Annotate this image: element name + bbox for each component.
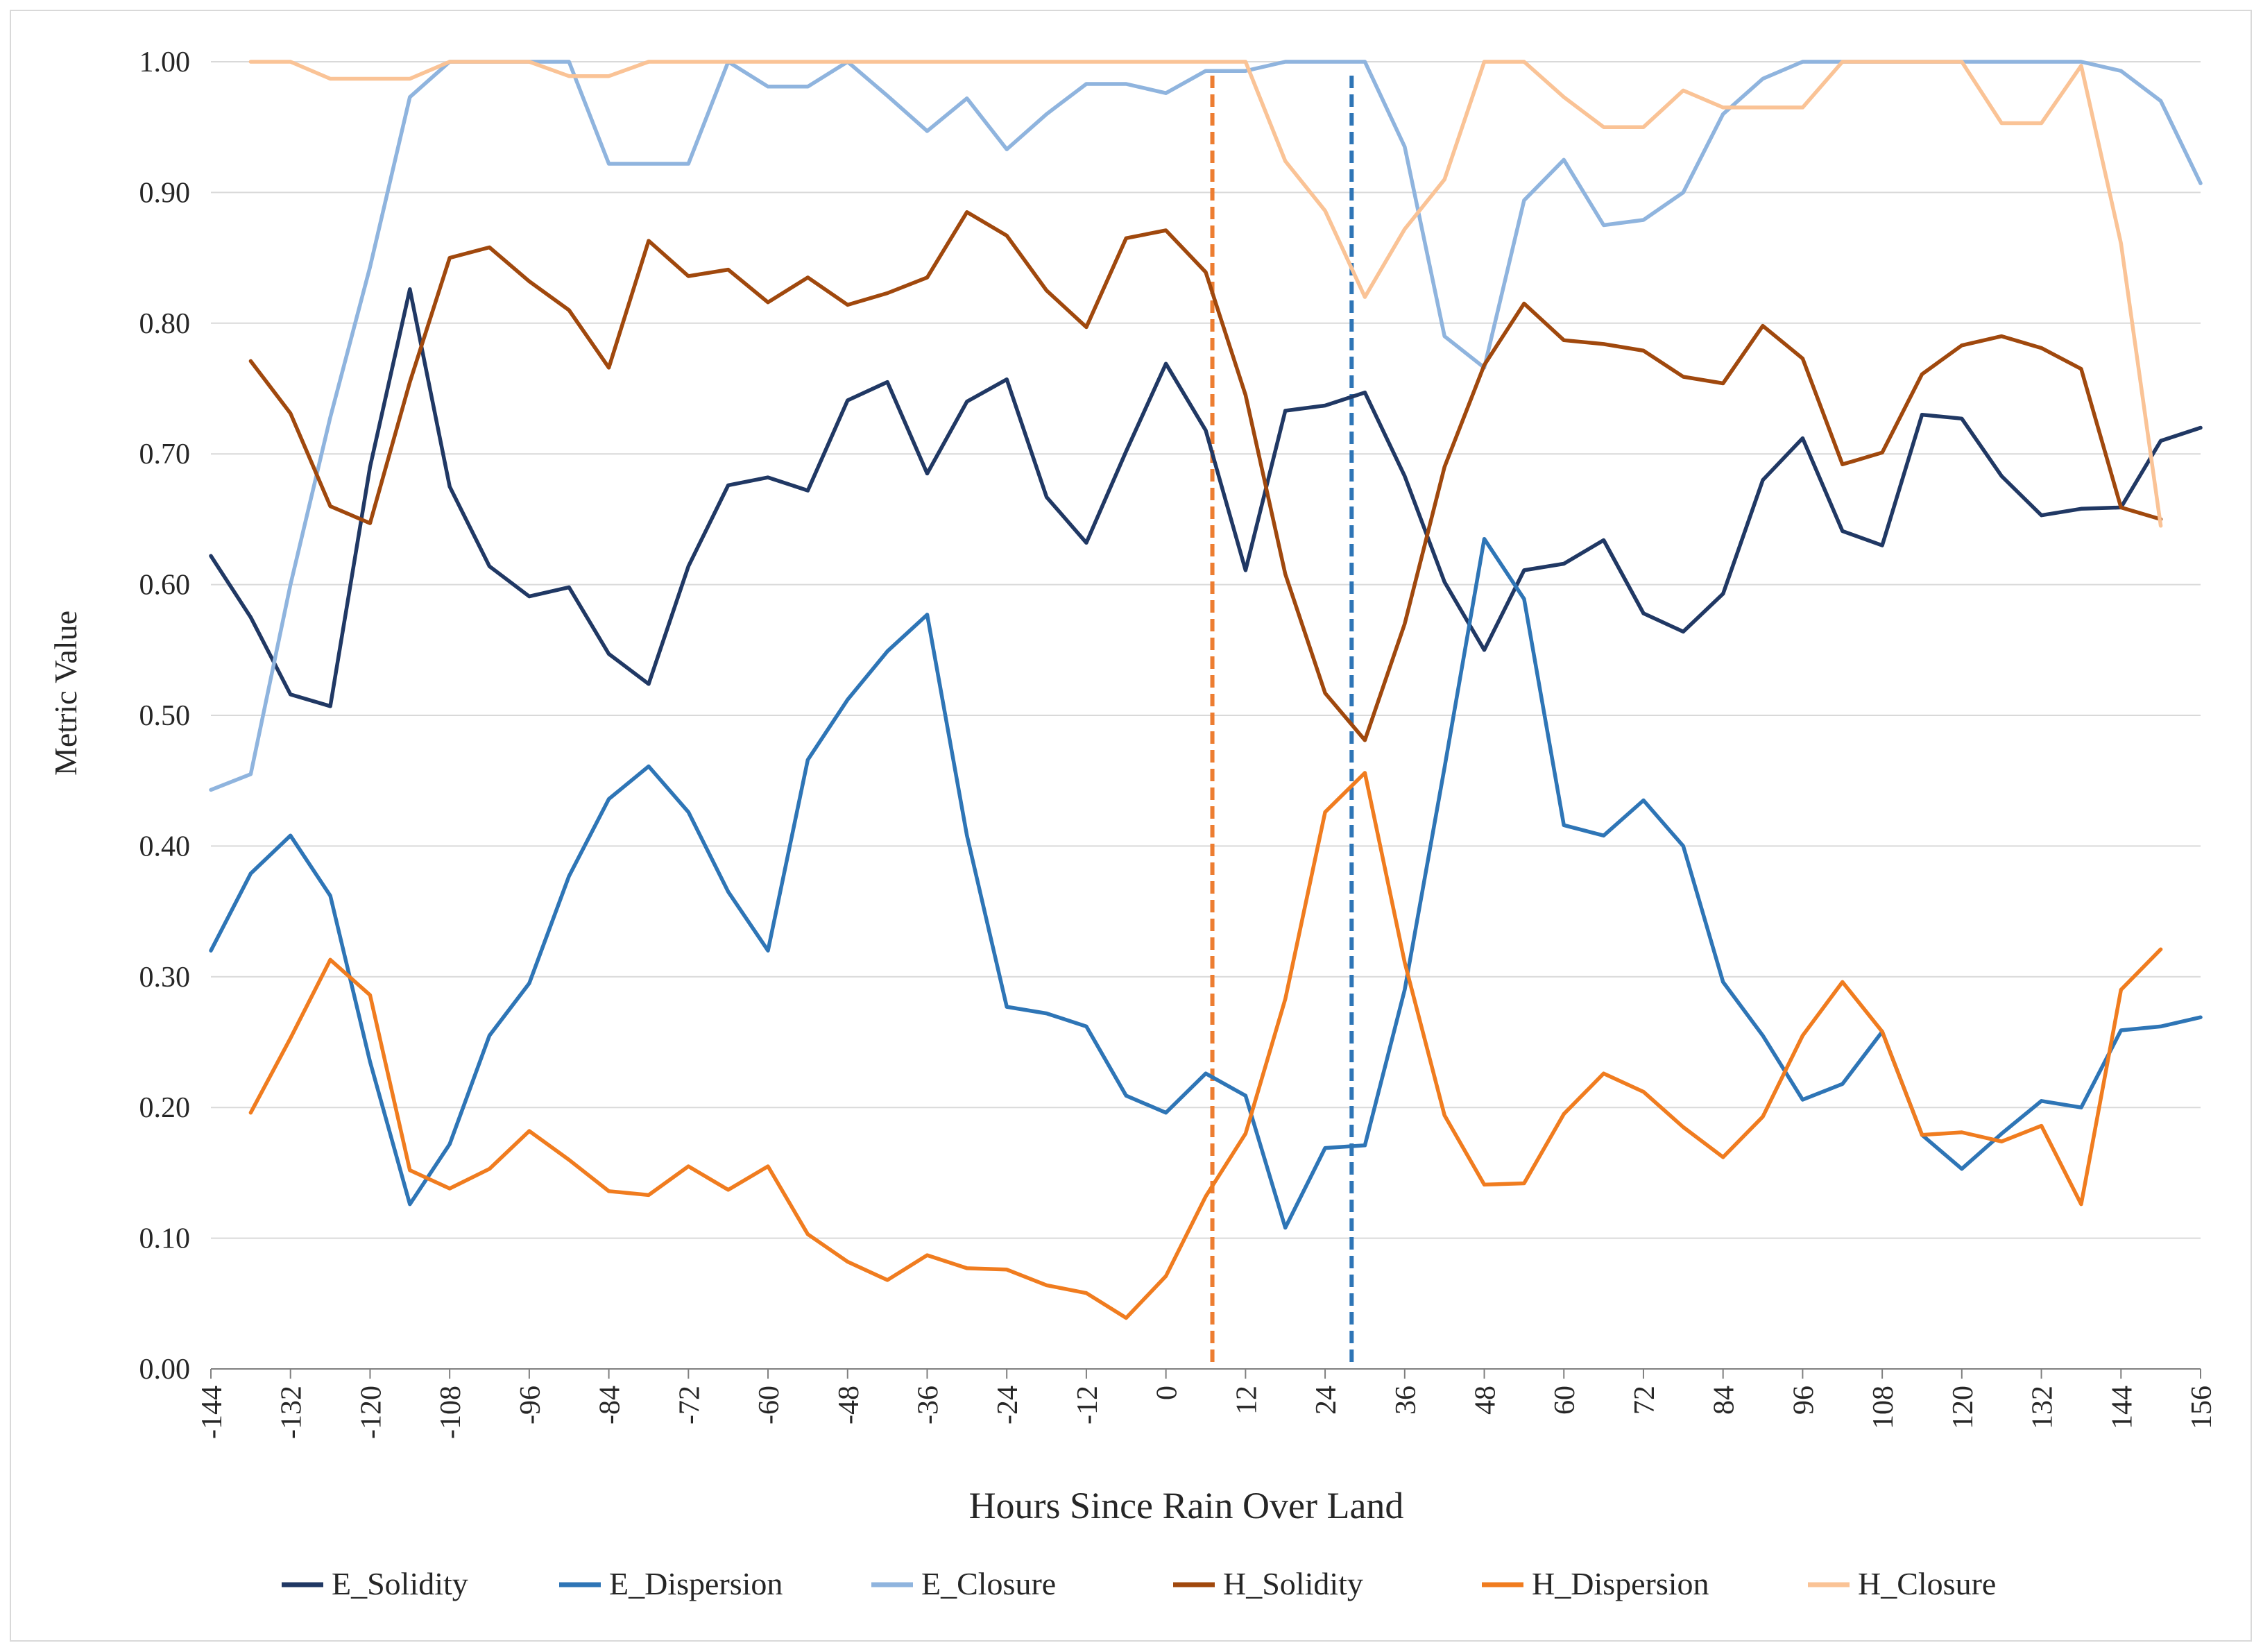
x-tick-label: -132 xyxy=(276,1386,308,1439)
series-line-h-closure xyxy=(248,60,2163,528)
x-tick-label: 36 xyxy=(1390,1386,1422,1415)
x-tick-label: -108 xyxy=(435,1386,467,1439)
x-tick-label: 144 xyxy=(2106,1386,2138,1429)
legend-label: E_Solidity xyxy=(332,1566,468,1601)
x-tick-label: -72 xyxy=(674,1386,706,1424)
y-tick-label: 1.00 xyxy=(139,46,191,78)
y-tick-label: 0.80 xyxy=(139,308,191,340)
y-tick-labels: 0.00 0.10 0.20 0.30 0.40 0.50 0.60 0.70 0.80 0.90… xyxy=(139,46,191,1386)
y-tick-label: 0.10 xyxy=(139,1223,191,1255)
x-tick-label: 132 xyxy=(2027,1386,2059,1429)
x-tick-label: 60 xyxy=(1549,1386,1581,1415)
axes xyxy=(210,1368,2201,1379)
x-tick-label: -36 xyxy=(912,1386,944,1424)
series-line-e-closure xyxy=(209,60,2203,792)
line-chart: 0.00 0.10 0.20 0.30 0.40 0.50 0.60 0.70 0.80 0.90… xyxy=(48,46,2218,1601)
x-tick-label: 24 xyxy=(1310,1386,1342,1415)
y-tick-label: 0.40 xyxy=(139,831,191,862)
legend-label: E_Closure xyxy=(921,1566,1056,1601)
y-tick-label: 0.20 xyxy=(139,1092,191,1124)
vertical-markers xyxy=(1210,76,1354,1362)
x-tick-label: -96 xyxy=(515,1386,547,1424)
series-line-h-dispersion xyxy=(248,771,2163,1320)
legend-label: H_Dispersion xyxy=(1532,1566,1709,1601)
x-tick-label: 48 xyxy=(1470,1386,1502,1415)
x-tick-label: -12 xyxy=(1072,1386,1104,1424)
x-axis-title: Hours Since Rain Over Land xyxy=(969,1485,1404,1526)
y-axis-title: Metric Value xyxy=(48,611,83,776)
series-line-e-dispersion xyxy=(209,536,2203,1230)
x-tick-labels: -144 -132 -120 -108 -96 -84 -72 -60 -48 -36 -24 -12… xyxy=(196,1386,2218,1439)
x-tick-label: -120 xyxy=(355,1386,387,1439)
gridlines xyxy=(211,61,2201,1239)
y-tick-label: 0.50 xyxy=(139,700,191,732)
x-tick-label: 120 xyxy=(1947,1386,1979,1429)
x-tick-label: -144 xyxy=(196,1386,228,1439)
chart-frame: 0.00 0.10 0.20 0.30 0.40 0.50 0.60 0.70 0.80 0.90… xyxy=(10,10,2252,1642)
y-tick-label: 0.60 xyxy=(139,570,191,602)
x-tick-label: 72 xyxy=(1629,1386,1661,1415)
x-tick-label: -24 xyxy=(992,1386,1024,1424)
y-tick-label: 0.00 xyxy=(139,1354,191,1386)
series-lines xyxy=(209,60,2203,1320)
x-tick-label: -60 xyxy=(753,1386,785,1424)
x-tick-label: 96 xyxy=(1788,1386,1820,1415)
y-tick-label: 0.90 xyxy=(139,177,191,209)
x-tick-label: 12 xyxy=(1231,1386,1263,1415)
x-tick-label: 156 xyxy=(2186,1386,2218,1429)
x-tick-label: -48 xyxy=(833,1386,865,1424)
x-tick-label: -84 xyxy=(595,1386,626,1424)
x-tick-label: 84 xyxy=(1709,1386,1741,1415)
x-tick-label: 108 xyxy=(1868,1386,1899,1429)
legend-label: H_Solidity xyxy=(1223,1566,1363,1601)
legend-label: E_Dispersion xyxy=(609,1566,783,1601)
legend: E_Solidity E_Dispersion E_Closure H_Solidit… xyxy=(282,1566,1996,1601)
series-line-h-solidity xyxy=(248,210,2163,742)
y-tick-label: 0.30 xyxy=(139,962,191,994)
legend-label: H_Closure xyxy=(1858,1566,1996,1601)
series-line-e-solidity xyxy=(209,287,2203,708)
y-tick-label: 0.70 xyxy=(139,438,191,470)
x-tick-label: 0 xyxy=(1152,1386,1184,1400)
